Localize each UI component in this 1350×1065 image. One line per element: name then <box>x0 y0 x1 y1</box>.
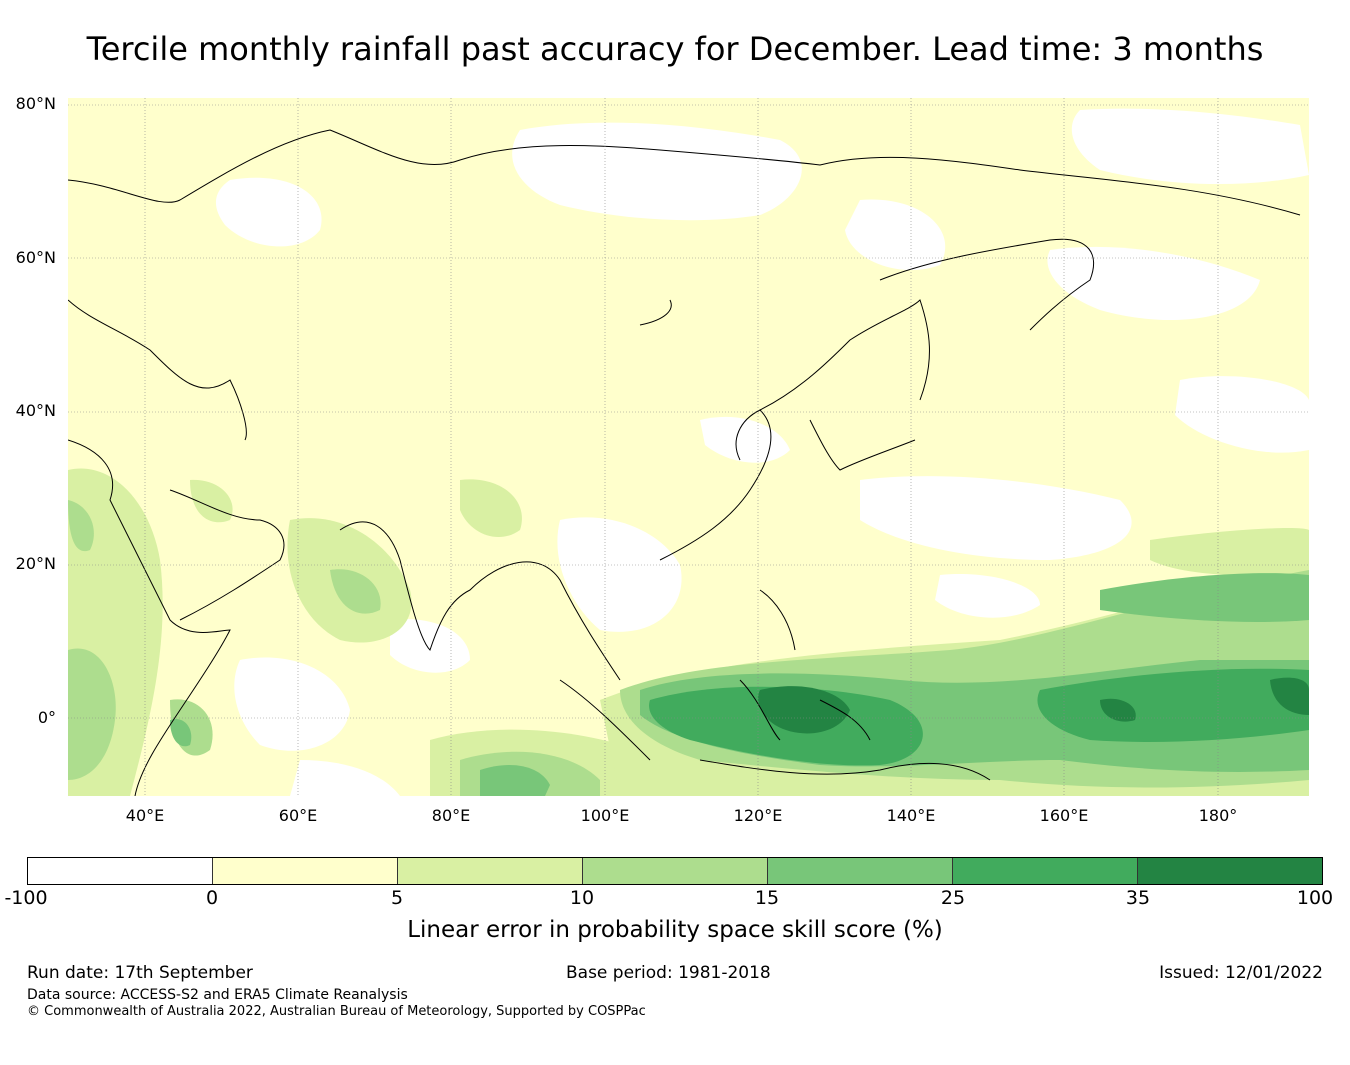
graticule <box>68 98 1309 796</box>
skill-fill-layer <box>68 98 1309 796</box>
colorbar-segment <box>583 858 768 884</box>
colorbar-tick: -100 <box>4 887 48 909</box>
lat-label-60n: 60°N <box>15 248 56 267</box>
colorbar-tick: 0 <box>205 887 219 909</box>
map-title: Tercile monthly rainfall past accuracy f… <box>86 30 1264 68</box>
colorbar-label: Linear error in probability space skill … <box>407 917 943 943</box>
copyright: © Commonwealth of Australia 2022, Austra… <box>27 1004 646 1019</box>
lon-label-160e: 160°E <box>1039 806 1089 825</box>
colorbar-segment <box>953 858 1138 884</box>
lon-label-120e: 120°E <box>733 806 783 825</box>
colorbar-tick: 25 <box>940 887 966 909</box>
lon-label-100e: 100°E <box>580 806 630 825</box>
skill-35-100-areas <box>758 677 1309 734</box>
colorbar-segment <box>213 858 398 884</box>
lon-label-40e: 40°E <box>125 806 165 825</box>
colorbar-tick: 35 <box>1125 887 1151 909</box>
lat-label-40n: 40°N <box>15 401 56 420</box>
colorbar-tick: 10 <box>569 887 595 909</box>
base-period: Base period: 1981-2018 <box>566 963 771 983</box>
lat-label-20n: 20°N <box>15 554 56 573</box>
lat-label-80n: 80°N <box>15 94 56 113</box>
colorbar-tick: 100 <box>1296 887 1334 909</box>
colorbar-segment <box>398 858 583 884</box>
run-date: Run date: 17th September <box>27 963 253 983</box>
colorbar-segment <box>1138 858 1322 884</box>
lat-label-0: 0° <box>37 708 56 727</box>
colorbar-tick: 5 <box>390 887 404 909</box>
colorbar-segment <box>28 858 213 884</box>
lon-label-60e: 60°E <box>278 806 318 825</box>
issued-date: Issued: 12/01/2022 <box>1159 963 1323 983</box>
colorbar-segment <box>768 858 953 884</box>
lon-label-80e: 80°E <box>431 806 471 825</box>
colorbar-tick: 15 <box>754 887 780 909</box>
lon-label-140e: 140°E <box>886 806 936 825</box>
colorbar <box>27 857 1323 885</box>
data-source: Data source: ACCESS-S2 and ERA5 Climate … <box>27 987 408 1003</box>
negative-skill-areas <box>215 108 1309 796</box>
lon-label-180: 180° <box>1198 806 1238 825</box>
